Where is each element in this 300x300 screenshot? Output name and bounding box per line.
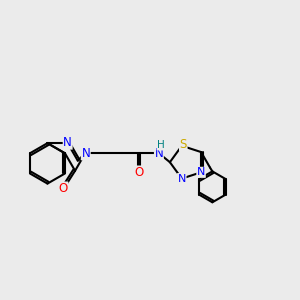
Text: H: H (157, 140, 165, 150)
Text: O: O (134, 166, 144, 179)
Text: N: N (154, 147, 163, 160)
Text: O: O (58, 182, 68, 195)
Text: N: N (63, 136, 72, 149)
Text: N: N (197, 167, 205, 177)
Text: S: S (180, 138, 187, 151)
Text: N: N (81, 147, 90, 160)
Text: N: N (178, 174, 186, 184)
